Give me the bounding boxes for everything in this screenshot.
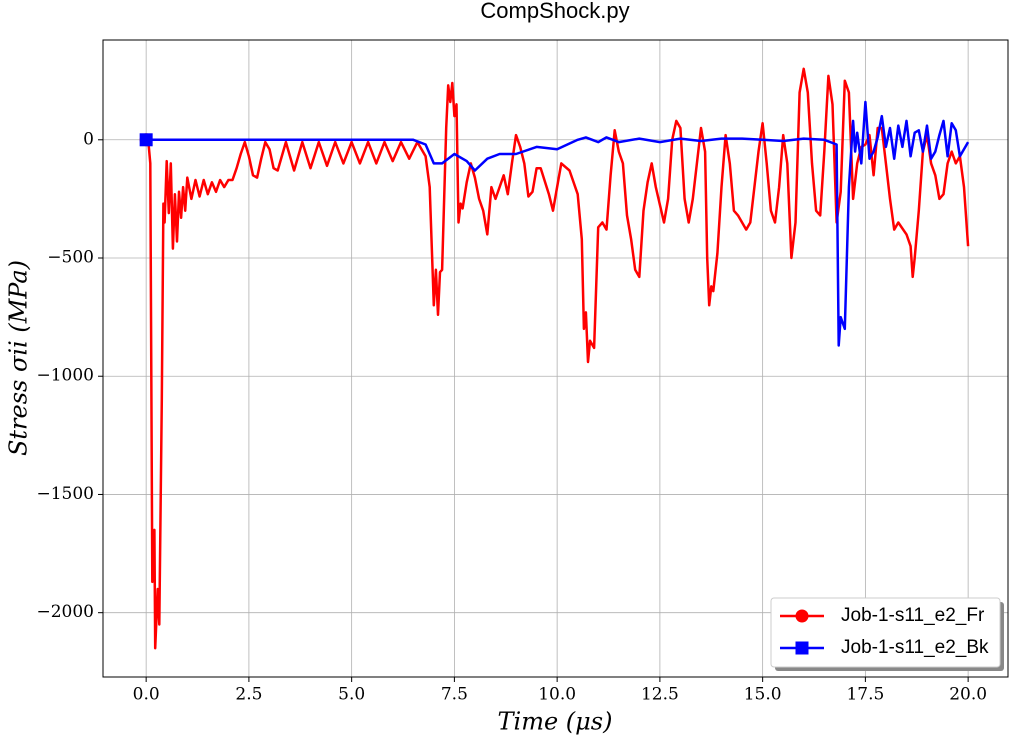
x-tick-label: 20.0 [949,685,987,705]
legend: Job-1-s11_e2_Fr Job-1-s11_e2_Bk [770,597,1004,671]
x-tick-label: 10.0 [538,685,576,705]
data-line [146,100,970,347]
x-tick-label: 5.0 [338,685,365,705]
x-tick-label: 0.0 [133,685,160,705]
y-axis-label: Stress σii (MPa) [5,260,33,456]
chart-title: CompShock.py [480,0,629,23]
y-tick-label: 0 [83,129,94,149]
y-tick-label: −2000 [36,602,94,622]
x-tick-label: 2.5 [235,685,262,705]
legend-marker [795,641,809,655]
x-axis-label: Time (μs) [498,708,613,736]
legend-box [770,597,1001,668]
legend-label: Job-1-s11_e2_Fr [841,605,985,626]
legend-marker [795,609,809,623]
x-tick-label: 15.0 [744,685,782,705]
y-tick-label: −500 [47,248,94,268]
x-tick-label: 7.5 [441,685,468,705]
data-line [146,67,970,650]
data-marker [139,133,153,147]
legend-label: Job-1-s11_e2_Bk [841,637,989,658]
y-tick-label: −1000 [36,366,94,386]
x-tick-label: 12.5 [641,685,679,705]
x-tick-label: 17.5 [846,685,884,705]
plot-frame [102,39,1009,678]
y-tick-label: −1500 [36,484,94,504]
